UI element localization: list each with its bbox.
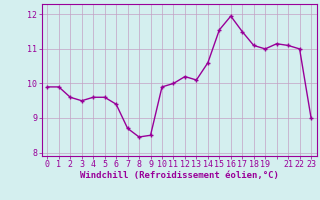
X-axis label: Windchill (Refroidissement éolien,°C): Windchill (Refroidissement éolien,°C): [80, 171, 279, 180]
